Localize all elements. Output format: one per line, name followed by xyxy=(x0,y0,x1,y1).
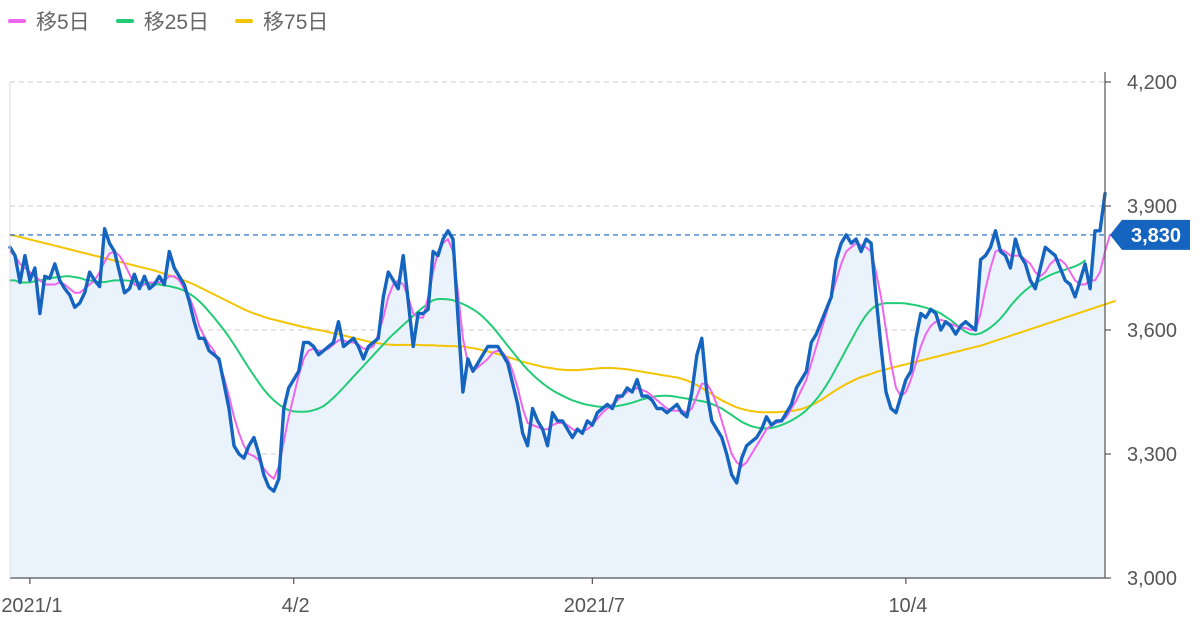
last-value-text: 3,830 xyxy=(1131,225,1181,247)
axes: 3,000 3,300 3,600 3,900 4,200 2021/1 4/2 2021/7… xyxy=(1,72,1177,617)
legend-item-ma75[interactable]: 移75日 xyxy=(235,6,328,36)
legend-swatch-ma75 xyxy=(235,19,254,23)
y-tick-label: 3,000 xyxy=(1127,568,1177,590)
ma-line-2[interactable] xyxy=(9,259,1087,430)
legend-swatch-ma5 xyxy=(8,19,26,23)
ma-line-1[interactable] xyxy=(9,233,1111,480)
legend-label-ma5: 移5日 xyxy=(36,11,90,34)
price-area xyxy=(10,193,1105,578)
ma-line-3[interactable] xyxy=(9,233,1116,414)
legend-swatch-ma25 xyxy=(115,19,134,23)
y-tick-label: 3,900 xyxy=(1127,196,1177,218)
y-tick-label: 4,200 xyxy=(1127,72,1177,94)
x-tick-label: 10/4 xyxy=(888,595,927,617)
legend-item-ma5[interactable]: 移5日 xyxy=(8,6,90,36)
series-lines xyxy=(8,191,1116,493)
x-tick-label: 2021/1 xyxy=(1,595,62,617)
x-tick-label: 2021/7 xyxy=(564,595,625,617)
y-tick-label: 3,600 xyxy=(1127,320,1177,342)
legend-item-ma25[interactable]: 移25日 xyxy=(115,6,210,36)
legend-label-ma75: 移75日 xyxy=(263,11,329,34)
legend-label-ma25: 移25日 xyxy=(143,11,210,34)
last-value-marker: 3,830 xyxy=(10,219,1190,250)
price-line[interactable] xyxy=(8,191,1107,493)
y-tick-label: 3,300 xyxy=(1127,444,1177,466)
chart-legend: 移5日 移25日 移75日 xyxy=(8,6,328,36)
last-value-badge xyxy=(1110,219,1190,250)
price-area-fill xyxy=(10,193,1105,578)
x-tick-label: 4/2 xyxy=(282,595,310,617)
